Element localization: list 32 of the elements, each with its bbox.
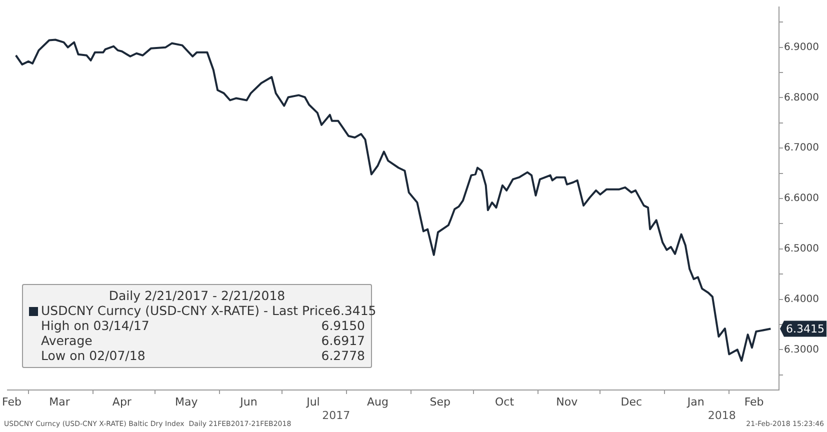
x-tick-label: Feb xyxy=(744,395,764,408)
y-tick-label: 6.3000 xyxy=(784,344,819,356)
x-tick-label: Sep xyxy=(430,395,450,408)
annotation: High on 03/14/17 xyxy=(40,318,150,333)
y-tick-label: 6.4000 xyxy=(784,294,819,305)
x-tick-label: Jan xyxy=(686,395,704,408)
x-tick-label: Nov xyxy=(556,395,578,408)
x-tick-label: Mar xyxy=(49,395,70,408)
annotation: 6.9150 xyxy=(321,318,365,333)
y-tick-label: 6.9000 xyxy=(784,42,819,53)
x-tick-label: Dec xyxy=(620,395,642,408)
x-tick-label: Apr xyxy=(112,395,132,408)
legend-title: Daily 2/21/2017 - 2/21/2018 xyxy=(108,288,286,303)
annotation: 6.6917 xyxy=(321,333,365,348)
annotation: Low on 02/07/18 xyxy=(40,348,146,363)
y-tick-label: 6.7000 xyxy=(784,142,819,154)
text: 2017 xyxy=(322,409,350,422)
y-tick-label: 6.5000 xyxy=(784,243,819,254)
text: 2018 xyxy=(708,409,736,422)
x-tick-label: Aug xyxy=(366,395,388,408)
annotation: 6.3415 xyxy=(332,303,376,318)
x-tick-label: May xyxy=(175,395,198,408)
x-tick-label: Oct xyxy=(495,395,515,408)
annotation: 6.2778 xyxy=(321,348,365,363)
x-tick-label: Jun xyxy=(239,395,258,408)
legend-label: USDCNY Curncy (USD-CNY X-RATE) - Last Price xyxy=(41,303,332,318)
y-tick-label: 6.6000 xyxy=(784,193,819,204)
x-tick-label: Feb xyxy=(2,395,22,408)
data-label: 6.3415 xyxy=(786,322,824,336)
y-tick-label: 6.8000 xyxy=(784,92,819,104)
annotation: Average xyxy=(40,333,92,348)
x-tick-label: Jul xyxy=(306,395,320,408)
